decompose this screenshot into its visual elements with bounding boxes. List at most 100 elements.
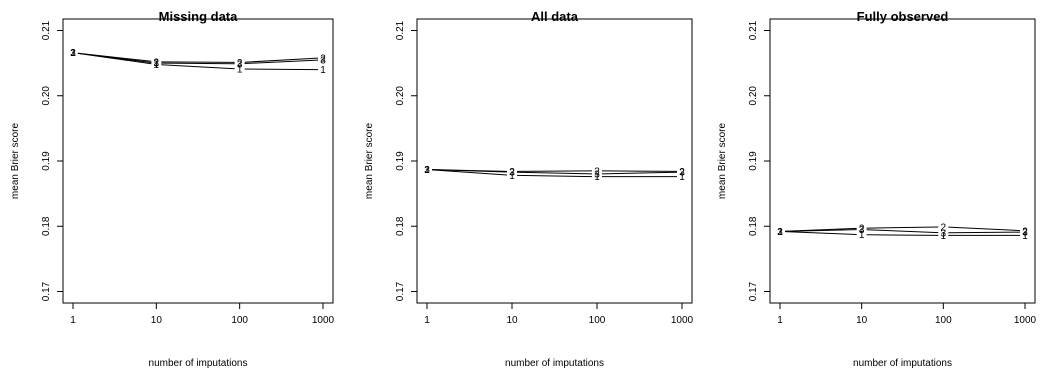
series-3-point: 3	[594, 170, 600, 181]
x-axis-label: number of imputations	[505, 358, 604, 369]
chart-title: Missing data	[159, 9, 239, 24]
plot-frame	[769, 18, 1036, 304]
series-3-segment	[516, 171, 593, 175]
plot-frame	[416, 18, 693, 304]
chart-panel-1: Missing data 1 10 100 1000 0.17 0.18 0.19 0.20 0.…	[10, 9, 335, 369]
series-1-point: 1	[679, 172, 685, 183]
x-tick-label: 10	[151, 315, 163, 326]
series-2-point: 2	[777, 227, 783, 238]
series-3-point: 3	[1022, 228, 1028, 239]
series-2-point: 2	[320, 53, 326, 64]
series-3-segment	[431, 169, 508, 173]
series-2-point: 2	[154, 57, 160, 68]
series-1-point: 1	[424, 165, 430, 176]
series-2-segment	[161, 61, 235, 63]
x-tick-label: 1	[70, 315, 76, 326]
y-axis-label: mean Brier score	[364, 122, 375, 199]
x-tick-label: 1000	[312, 315, 335, 326]
series-2-segment	[244, 57, 319, 63]
series-3-point: 3	[320, 55, 326, 66]
series-1-point: 1	[509, 171, 515, 182]
x-tick-label: 100	[935, 315, 952, 326]
series-1-point: 1	[777, 227, 783, 238]
series-3-point: 3	[424, 165, 430, 176]
series-1-segment	[866, 234, 939, 236]
series-2-segment	[601, 170, 678, 172]
y-axis-label: mean Brier score	[717, 122, 728, 199]
series-3-segment	[948, 231, 1021, 234]
x-tick-label: 100	[231, 315, 248, 326]
series-3-point: 3	[679, 168, 685, 179]
series-1-segment	[431, 169, 508, 176]
y-tick-label: 0.17	[41, 281, 52, 301]
series-1-point: 1	[154, 60, 160, 71]
y-tick-label: 0.20	[395, 86, 406, 106]
series-3-point: 3	[777, 227, 783, 238]
y-tick-label: 0.18	[395, 216, 406, 236]
y-tick-label: 0.21	[41, 20, 52, 40]
y-tick-label: 0.19	[395, 151, 406, 171]
y-tick-label: 0.17	[748, 281, 759, 301]
y-tick-label: 0.17	[395, 281, 406, 301]
series-3-segment	[161, 62, 235, 65]
chart-title: All data	[531, 9, 579, 24]
x-axis-label: number of imputations	[149, 358, 248, 369]
y-tick-label: 0.18	[41, 216, 52, 236]
x-tick-label: 1	[777, 315, 783, 326]
series-3-segment	[601, 171, 678, 175]
series-1-segment	[161, 64, 235, 70]
x-tick-label: 10	[506, 315, 518, 326]
chart-panel-3: Fully observed 1 10 100 1000 0.17 0.18 0.19 0.20…	[717, 9, 1037, 369]
series-3-point: 3	[70, 48, 76, 59]
x-tick-label: 10	[856, 315, 868, 326]
series-1-segment	[784, 231, 857, 236]
y-tick-label: 0.20	[41, 86, 52, 106]
series-2-point: 2	[594, 166, 600, 177]
series-3-segment	[784, 229, 857, 232]
series-3-point: 3	[237, 59, 243, 70]
series-1-point: 1	[70, 48, 76, 59]
series-2-point: 2	[941, 222, 947, 233]
y-tick-label: 0.19	[41, 151, 52, 171]
series-1-point: 1	[1022, 231, 1028, 242]
series-3-point: 3	[859, 225, 865, 236]
series-2-point: 2	[1022, 226, 1028, 237]
y-tick-label: 0.18	[748, 216, 759, 236]
series-3-point: 3	[941, 228, 947, 239]
series-2-point: 2	[679, 167, 685, 178]
series-1-point: 1	[941, 231, 947, 242]
series-3-segment	[77, 52, 152, 63]
chart-title: Fully observed	[857, 9, 949, 24]
series-1-segment	[244, 68, 319, 71]
x-tick-label: 1000	[1014, 315, 1037, 326]
series-1-point: 1	[859, 230, 865, 241]
series-2-segment	[948, 226, 1021, 232]
series-2-segment	[866, 226, 939, 229]
x-tick-label: 100	[589, 315, 606, 326]
chart-panel-2: All data 1 10 100 1000 0.17 0.18 0.19 0.20 0.21 nu…	[364, 9, 694, 369]
series-2-point: 2	[237, 58, 243, 69]
y-tick-label: 0.21	[748, 20, 759, 40]
series-1-point: 1	[320, 65, 326, 76]
series-2-point: 2	[424, 165, 430, 176]
x-tick-label: 1	[424, 315, 430, 326]
series-1-point: 1	[594, 172, 600, 183]
series-2-point: 2	[70, 48, 76, 59]
x-axis-label: number of imputations	[853, 358, 952, 369]
y-tick-label: 0.19	[748, 151, 759, 171]
x-tick-label: 1000	[671, 315, 694, 326]
series-1-point: 1	[237, 64, 243, 75]
series-3-segment	[244, 59, 319, 65]
series-2-point: 2	[509, 167, 515, 178]
series-2-point: 2	[859, 224, 865, 235]
y-tick-label: 0.21	[395, 20, 406, 40]
series-2-segment	[516, 170, 593, 172]
series-3-point: 3	[154, 59, 160, 70]
series-1-segment	[516, 174, 593, 178]
y-axis-label: mean Brier score	[10, 122, 21, 199]
series-3-segment	[866, 229, 939, 234]
series-3-point: 3	[509, 168, 515, 179]
y-tick-label: 0.20	[748, 86, 759, 106]
